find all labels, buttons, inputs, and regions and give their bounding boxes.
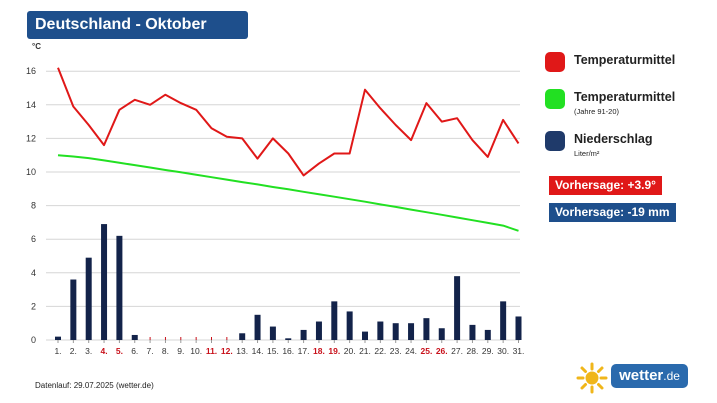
- legend-label: Niederschlag: [574, 132, 653, 146]
- precipitation-bar: [500, 301, 507, 340]
- legend-swatch-temperature: [545, 52, 565, 72]
- precipitation-bar: [469, 324, 476, 340]
- y-unit-label: °C: [32, 42, 41, 51]
- precipitation-bar: [331, 301, 338, 340]
- y-tick-label: 14: [26, 100, 36, 110]
- precipitation-bar: [70, 279, 77, 340]
- precipitation-bar: [454, 276, 461, 340]
- precipitation-bar: [484, 329, 491, 340]
- forecast-temperature-badge: Vorhersage: +3.9°: [549, 176, 662, 195]
- y-tick-label: 10: [26, 167, 36, 177]
- x-tick-label: 16.: [282, 346, 294, 356]
- precipitation-bar: [131, 334, 138, 340]
- x-tick-label: 30.: [497, 346, 509, 356]
- precipitation-bar: [438, 328, 445, 340]
- y-tick-label: 16: [26, 66, 36, 76]
- x-tick-label: 6.: [131, 346, 138, 356]
- x-tick-label: 31.: [513, 346, 525, 356]
- precipitation-bar: [362, 331, 368, 340]
- x-tick-label: 8.: [162, 346, 169, 356]
- x-tick-label: 27.: [451, 346, 463, 356]
- y-tick-label: 12: [26, 133, 36, 143]
- x-tick-label: 4.: [101, 346, 108, 356]
- x-tick-label: 18.: [313, 346, 325, 356]
- x-tick-label: 14.: [252, 346, 264, 356]
- precipitation-bar: [285, 338, 292, 340]
- precipitation-bar: [101, 224, 108, 340]
- x-tick-label: 21.: [359, 346, 371, 356]
- axis-ticks: 0 2 4 6 8 10 12 14 16 1. 2. 3. 4. 5. 6. 7. 8. 9. 10. 11. 12.…: [26, 66, 524, 356]
- x-tick-label: 13.: [236, 346, 248, 356]
- precipitation-bars: [55, 224, 522, 340]
- precipitation-bar: [423, 318, 430, 340]
- precipitation-bar: [116, 235, 123, 340]
- y-tick-label: 6: [31, 234, 36, 244]
- x-tick-label: 15.: [267, 346, 279, 356]
- precipitation-bar: [254, 314, 261, 340]
- data-run-footer: Datenlauf: 29.07.2025 (wetter.de): [35, 381, 154, 390]
- precipitation-bar: [55, 336, 61, 340]
- x-tick-label: 10.: [190, 346, 202, 356]
- legend-swatch-temperature-normal: [545, 89, 565, 109]
- legend-sublabel: (Jahre 91-20): [574, 107, 620, 116]
- logo-wordmark: wetter.de: [611, 364, 688, 388]
- y-tick-label: 4: [31, 268, 36, 278]
- sun-icon: [576, 362, 608, 394]
- y-tick-label: 8: [31, 201, 36, 211]
- x-tick-label: 26.: [436, 346, 448, 356]
- x-tick-label: 19.: [328, 346, 340, 356]
- temperature-normal-line: [57, 154, 519, 232]
- x-tick-label: 23.: [390, 346, 402, 356]
- x-tick-label: 29.: [482, 346, 494, 356]
- grid: [46, 70, 520, 341]
- x-tick-label: 28.: [467, 346, 479, 356]
- temperature-lines: [57, 67, 520, 232]
- precipitation-bar: [408, 323, 415, 340]
- chart-title: Deutschland - Oktober: [27, 11, 248, 39]
- y-tick-label: 0: [31, 335, 36, 345]
- x-tick-label: 9.: [177, 346, 184, 356]
- precipitation-bar: [346, 311, 353, 340]
- x-tick-label: 24.: [405, 346, 417, 356]
- x-tick-label: 22.: [374, 346, 386, 356]
- x-tick-label: 12.: [221, 346, 233, 356]
- precipitation-bar: [300, 329, 307, 340]
- x-tick-label: 7.: [147, 346, 154, 356]
- precipitation-bar: [315, 321, 322, 340]
- precipitation-bar: [377, 321, 384, 340]
- x-tick-label: 3.: [85, 346, 92, 356]
- legend-label: Temperaturmittel: [574, 90, 676, 104]
- x-tick-label: 17.: [298, 346, 310, 356]
- x-tick-label: 11.: [206, 346, 217, 356]
- precipitation-bar: [239, 333, 246, 340]
- x-tick-label: 25.: [420, 346, 432, 356]
- legend-swatch-precipitation: [545, 131, 565, 151]
- precipitation-bar: [269, 326, 276, 340]
- y-tick-label: 2: [31, 301, 36, 311]
- precipitation-bar: [392, 323, 399, 340]
- x-tick-label: 2.: [70, 346, 77, 356]
- precipitation-bar: [515, 316, 522, 340]
- forecast-precipitation-badge: Vorhersage: -19 mm: [549, 203, 676, 222]
- x-tick-label: 5.: [116, 346, 123, 356]
- x-tick-label: 1.: [54, 346, 61, 356]
- legend-sublabel: Liter/m²: [574, 149, 600, 158]
- legend-label: Temperaturmittel: [574, 53, 676, 67]
- precipitation-bar: [85, 257, 92, 340]
- temperature-line: [57, 67, 520, 177]
- x-tick-label: 20.: [344, 346, 356, 356]
